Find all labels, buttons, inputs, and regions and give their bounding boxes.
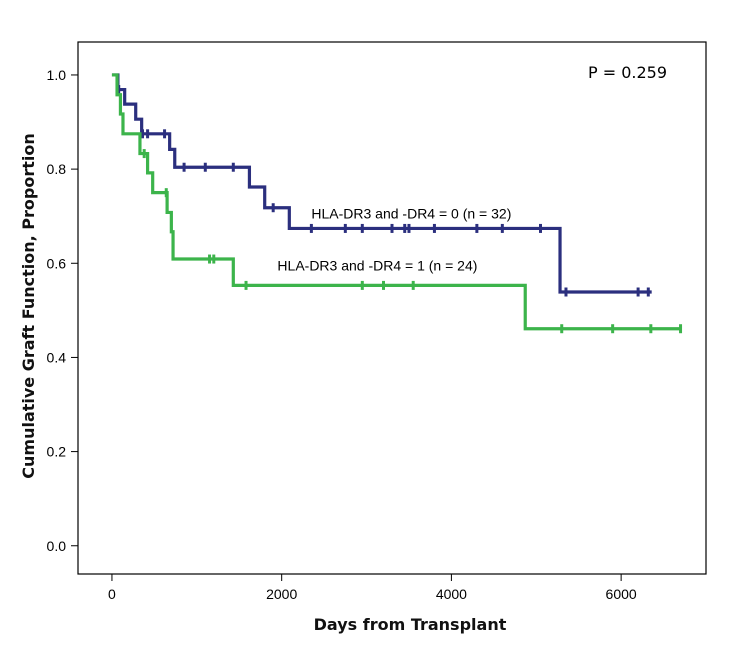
y-tick-label: 0.2 bbox=[47, 444, 67, 460]
series-layer bbox=[111, 73, 683, 334]
x-tick-label: 6000 bbox=[606, 586, 637, 602]
y-tick-label: 0.0 bbox=[47, 538, 67, 554]
series-label-dr-0: HLA-DR3 and -DR4 = 0 (n = 32) bbox=[311, 206, 511, 222]
plot-frame bbox=[77, 41, 707, 575]
survival-curve-1 bbox=[111, 73, 681, 331]
series-label-dr-1: HLA-DR3 and -DR4 = 1 (n = 24) bbox=[277, 257, 477, 273]
p-value-label: P = 0.259 bbox=[588, 63, 667, 82]
axis-ticks: 0 2000 4000 6000 0.0 0.2 0.4 0.6 0.8 1.0 bbox=[47, 67, 637, 602]
y-tick-label: 0.8 bbox=[47, 161, 67, 177]
x-tick-label: 2000 bbox=[266, 586, 297, 602]
y-tick-label: 0.6 bbox=[47, 255, 67, 271]
y-tick-label: 0.4 bbox=[47, 349, 67, 365]
y-axis-title: Cumulative Graft Function, Proportion bbox=[19, 133, 38, 478]
survival-curve-0 bbox=[111, 73, 652, 294]
x-tick-label: 0 bbox=[108, 586, 116, 602]
x-tick-label: 4000 bbox=[436, 586, 467, 602]
y-tick-label: 1.0 bbox=[47, 67, 67, 83]
x-axis-title: Days from Transplant bbox=[314, 615, 507, 634]
